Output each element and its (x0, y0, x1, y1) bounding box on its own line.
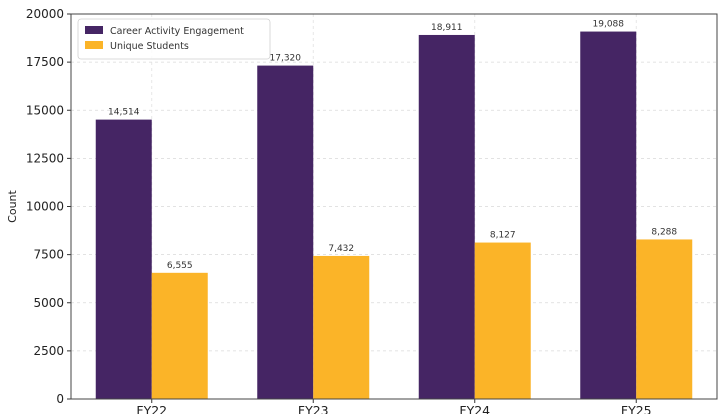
bar-fy23-series-2 (313, 255, 370, 399)
bars (95, 31, 693, 399)
data-label: 14,514 (108, 108, 140, 118)
axes: 0 2500 5000 7500 10000 12500 15000 17500 20000 FY… (26, 7, 718, 414)
legend-label: Career Activity Engagement (110, 26, 244, 37)
data-label: 8,127 (490, 231, 516, 241)
y-tick-label: 5000 (33, 296, 64, 310)
legend: Career Activity Engagement Unique Student… (77, 18, 271, 60)
plot-frame (70, 13, 718, 400)
y-tick-label: 7500 (33, 248, 64, 262)
bar-fy25-series-2 (636, 239, 693, 399)
x-tick-label: FY24 (459, 403, 490, 414)
bar-fy24-series-2 (474, 242, 531, 399)
data-label: 18,911 (431, 23, 463, 33)
legend-swatch (85, 26, 103, 34)
bar-fy24-series-1 (418, 34, 475, 399)
bar-fy23-series-1 (257, 65, 314, 399)
data-label: 8,288 (651, 227, 677, 237)
data-label: 6,555 (167, 261, 193, 271)
legend-box (77, 18, 271, 60)
y-tick-label: 12500 (26, 151, 64, 165)
x-tick-label: FY23 (298, 403, 329, 414)
legend-label: Unique Students (110, 41, 189, 52)
y-tick-label: 10000 (26, 200, 64, 214)
x-tick-label: FY25 (621, 403, 652, 414)
y-tick-label: 0 (56, 392, 64, 406)
legend-swatch (85, 41, 103, 49)
y-tick-label: 20000 (26, 7, 64, 21)
bar-fy25-series-1 (580, 31, 637, 399)
bar-fy22-series-1 (95, 119, 152, 399)
y-axis-label: Count (6, 189, 19, 222)
data-label: 7,432 (328, 244, 354, 254)
data-labels: 14,514 6,555 17,320 7,432 18,911 8,127 19,088 8… (108, 20, 677, 271)
data-label: 19,088 (593, 20, 625, 30)
bar-fy22-series-2 (151, 272, 208, 399)
data-label: 17,320 (270, 54, 302, 64)
x-tick-label: FY22 (136, 403, 167, 414)
y-tick-label: 17500 (26, 55, 64, 69)
y-tick-label: 2500 (33, 344, 64, 358)
y-tick-label: 15000 (26, 103, 64, 117)
